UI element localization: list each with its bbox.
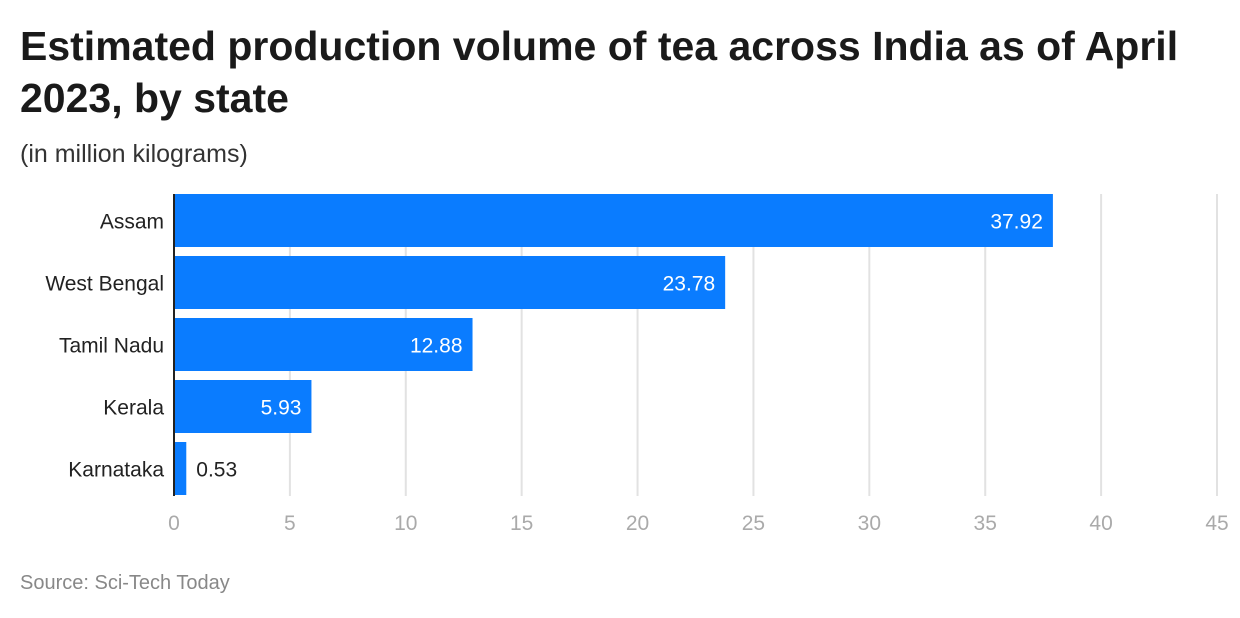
bar (174, 380, 312, 433)
chart-subtitle: (in million kilograms) (20, 140, 248, 168)
data-label: 0.53 (196, 459, 237, 482)
x-tick-label: 40 (1089, 512, 1112, 535)
bar (174, 318, 473, 371)
x-tick-label: 0 (168, 512, 180, 535)
category-label: Kerala (103, 397, 164, 420)
x-tick-label: 25 (742, 512, 765, 535)
category-label: West Bengal (45, 273, 164, 296)
x-tick-label: 10 (394, 512, 417, 535)
x-tick-label: 30 (858, 512, 881, 535)
x-tick-label: 35 (974, 512, 997, 535)
category-label: Tamil Nadu (59, 335, 164, 358)
bar (174, 256, 726, 309)
x-tick-label: 45 (1205, 512, 1228, 535)
data-label: 23.78 (663, 273, 716, 296)
x-tick-label: 5 (284, 512, 296, 535)
data-label: 5.93 (261, 397, 302, 420)
data-label: 37.92 (990, 211, 1043, 234)
source-note: Source: Sci-Tech Today (20, 572, 230, 594)
chart-title: Estimated production volume of tea acros… (20, 23, 1179, 121)
x-tick-label: 15 (510, 512, 533, 535)
data-label: 12.88 (410, 335, 463, 358)
category-label: Assam (100, 211, 164, 234)
bar (174, 194, 1053, 247)
category-label: Karnataka (68, 459, 164, 482)
bar (174, 442, 187, 495)
x-tick-label: 20 (626, 512, 649, 535)
